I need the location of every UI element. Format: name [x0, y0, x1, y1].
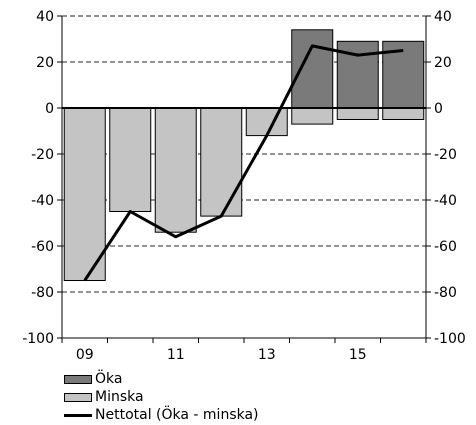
y-tick-label-right: -80 — [434, 285, 457, 301]
y-tick-label-left: -60 — [31, 239, 54, 255]
y-tick-label-right: 0 — [434, 101, 443, 117]
legend-swatch-oka — [64, 374, 92, 384]
x-tick-label: 09 — [76, 347, 94, 363]
y-tick-label-right: -100 — [434, 331, 466, 347]
legend-item-nettotal: Nettotal (Öka - minska) — [64, 406, 259, 424]
chart-legend: Öka Minska Nettotal (Öka - minska) — [64, 370, 259, 424]
y-tick-label-left: -40 — [31, 193, 54, 209]
legend-label-nettotal: Nettotal (Öka - minska) — [95, 407, 259, 423]
y-tick-label-right: -40 — [434, 193, 457, 209]
x-tick-label: 11 — [167, 347, 185, 363]
bar--ka — [291, 29, 334, 109]
legend-swatch-minska — [64, 392, 92, 402]
legend-label-minska: Minska — [95, 389, 144, 405]
y-tick-label-right: -20 — [434, 147, 457, 163]
legend-swatch-nettotal — [64, 413, 92, 417]
legend-item-minska: Minska — [64, 388, 259, 406]
y-tick-label-right: -60 — [434, 239, 457, 255]
bar-minska — [382, 107, 425, 120]
bar-minska — [245, 107, 288, 137]
bar-minska — [63, 107, 106, 281]
y-tick-label-right: 40 — [434, 9, 452, 25]
bar-minska — [109, 107, 152, 212]
legend-label-oka: Öka — [95, 371, 123, 387]
y-tick-label-left: -20 — [31, 147, 54, 163]
y-tick-label-left: -80 — [31, 285, 54, 301]
bar-minska — [154, 107, 197, 233]
x-tick-label: 15 — [349, 347, 367, 363]
bar-minska — [336, 107, 379, 120]
y-tick-label-left: 40 — [36, 9, 54, 25]
legend-item-oka: Öka — [64, 370, 259, 388]
bar-minska — [291, 107, 334, 125]
y-tick-label-left: -100 — [22, 331, 54, 347]
y-tick-label-left: 0 — [45, 101, 54, 117]
x-tick-label: 13 — [258, 347, 276, 363]
bar-minska — [200, 107, 243, 217]
line-series-nettotal — [83, 44, 404, 282]
y-tick-label-left: 20 — [36, 55, 54, 71]
y-tick-label-right: 20 — [434, 55, 452, 71]
